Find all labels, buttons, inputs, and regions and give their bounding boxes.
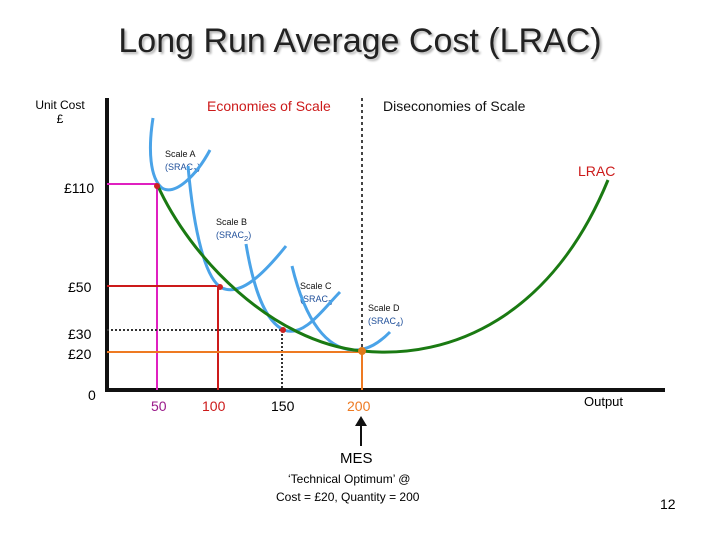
scale-b-srac-open: (SRAC (216, 230, 245, 240)
mes-point (358, 347, 366, 355)
x-tick-150: 150 (271, 398, 295, 414)
page-title: Long Run Average Cost (LRAC) (118, 22, 602, 60)
scale-d-srac-open: (SRAC (368, 316, 397, 326)
y-tick-20: £20 (68, 346, 92, 362)
scale-c-point (280, 327, 286, 333)
scale-a-srac-open: (SRAC (165, 162, 194, 172)
technical-optimum-label: ‘Technical Optimum’ @ (288, 472, 411, 486)
mes-label: MES (340, 450, 373, 467)
page-number: 12 (660, 496, 676, 512)
scale-b-srac-index: 2 (244, 233, 249, 243)
lrac-curve (155, 179, 610, 354)
y-axis-label-line2: £ (56, 112, 64, 126)
scale-b-label: Scale B (SRAC2) (216, 216, 251, 245)
scale-a-title: Scale A (165, 149, 196, 159)
cost-quantity-label: Cost = £20, Quantity = 200 (276, 490, 420, 504)
y-tick-110: £110 (64, 180, 95, 196)
scale-b-srac-close: ) (248, 230, 252, 240)
y-tick-30: £30 (68, 326, 92, 342)
x-axis-label: Output (584, 394, 624, 409)
scale-c-title: Scale C (300, 281, 332, 291)
y-tick-50: £50 (68, 279, 92, 295)
srac-c-curve (244, 243, 342, 333)
scale-b-title: Scale B (216, 217, 248, 227)
srac-a-curve (148, 117, 212, 192)
y-axis-label: Unit Cost £ (34, 98, 86, 126)
scale-a-point (154, 183, 160, 189)
scale-c-srac-open: (SRAC (300, 294, 329, 304)
scale-b-srac: (SRAC2) (216, 229, 251, 245)
diseconomies-of-scale-label: Diseconomies of Scale (383, 98, 526, 114)
scale-d-label: Scale D (SRAC4) (368, 302, 403, 331)
scale-d-srac-index: 4 (396, 319, 401, 329)
srac-b-curve (186, 165, 288, 292)
mes-arrow-head (355, 416, 367, 426)
x-tick-200: 200 (347, 398, 371, 414)
lrac-label: LRAC (578, 163, 616, 179)
scale-b-point (217, 284, 223, 290)
x-tick-100: 100 (202, 398, 226, 414)
scale-d-title: Scale D (368, 303, 400, 313)
scale-d-srac-close: ) (400, 316, 404, 326)
origin-label: 0 (88, 387, 96, 403)
economies-of-scale-label: Economies of Scale (207, 98, 331, 114)
y-axis-label-line1: Unit Cost (35, 98, 85, 112)
x-tick-50: 50 (151, 398, 167, 414)
scale-d-srac: (SRAC4) (368, 315, 403, 331)
